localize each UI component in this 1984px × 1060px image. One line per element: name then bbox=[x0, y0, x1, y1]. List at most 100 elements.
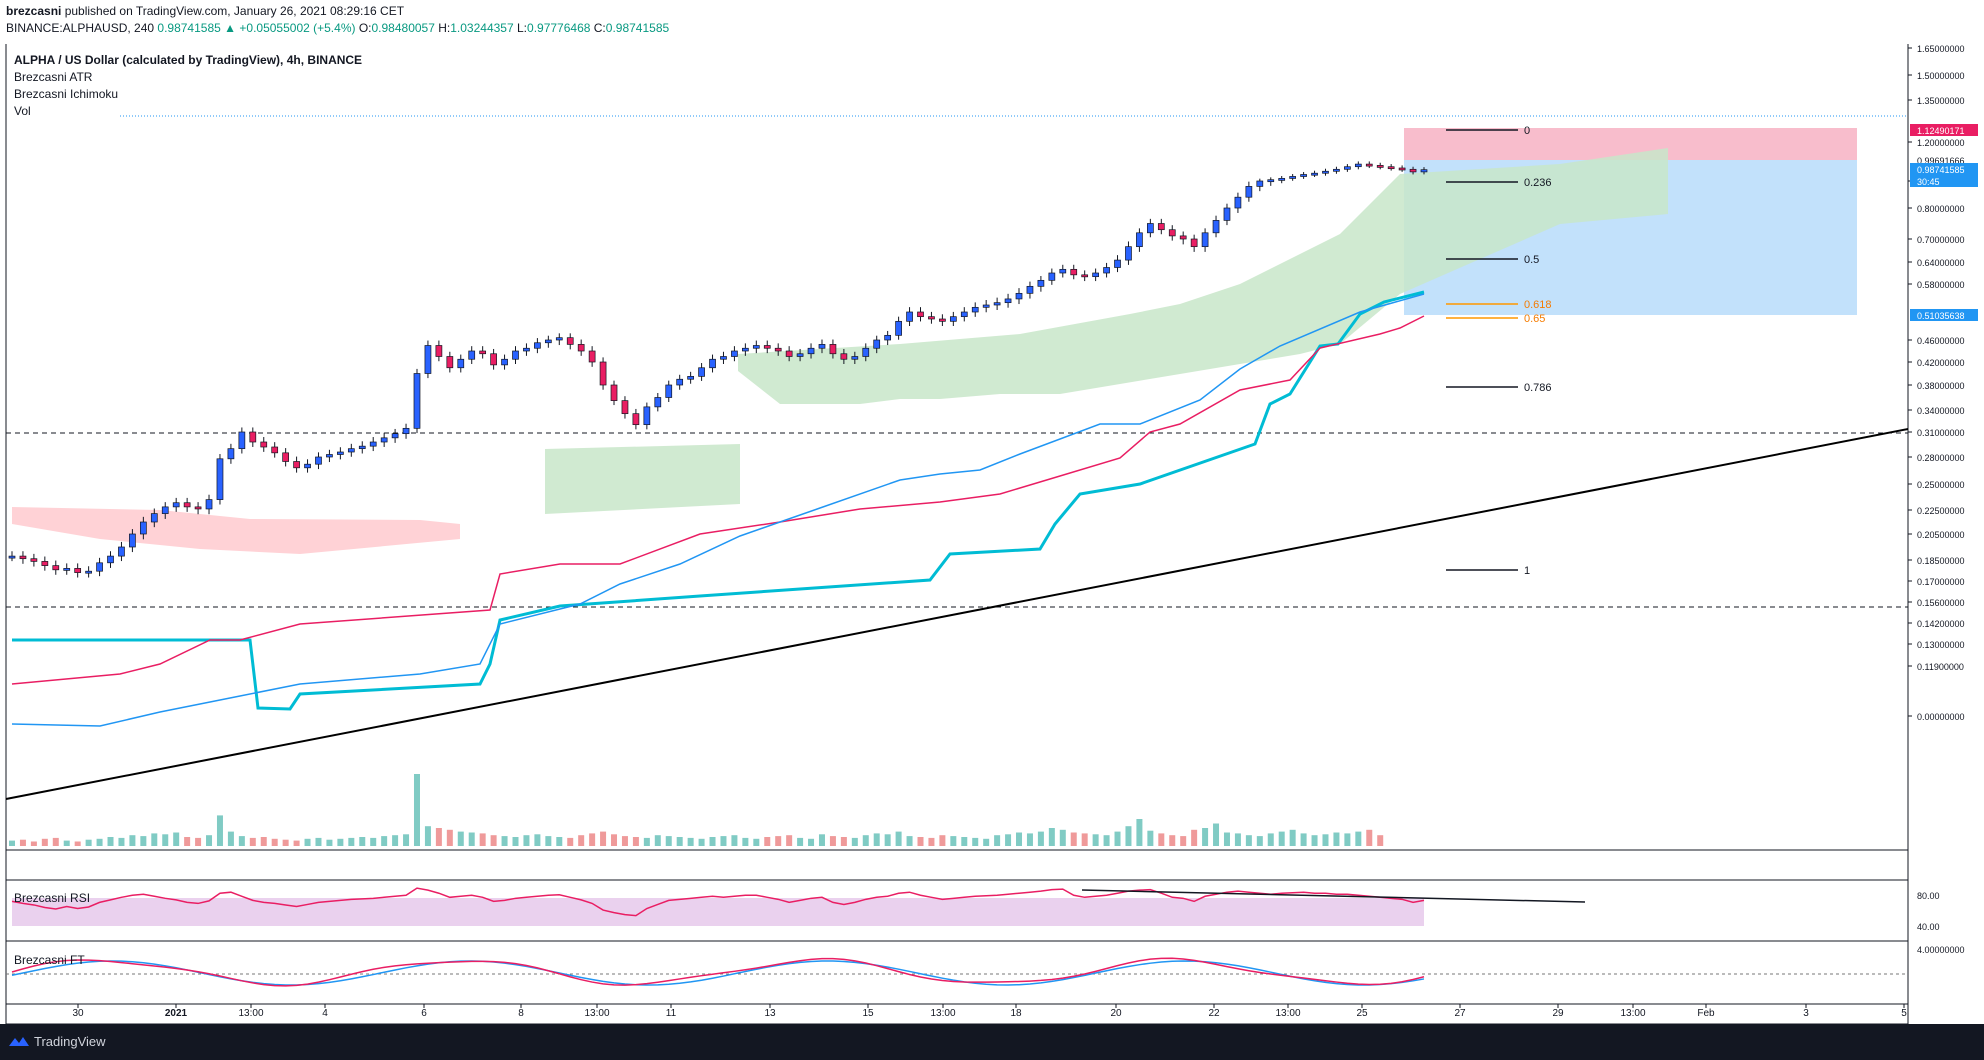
chart-legend: ALPHA / US Dollar (calculated by Trading… bbox=[14, 52, 362, 120]
volume-bar bbox=[1125, 826, 1132, 846]
volume-bar bbox=[370, 837, 377, 846]
volume-bar bbox=[1147, 830, 1154, 846]
volume-bar bbox=[337, 838, 344, 846]
y-tick-label: 0.18500000 bbox=[1917, 556, 1965, 566]
candle-body bbox=[457, 358, 465, 369]
x-tick-label: 13:00 bbox=[238, 1008, 263, 1019]
x-tick-label: 13:00 bbox=[584, 1008, 609, 1019]
volume-bar bbox=[873, 833, 880, 846]
volume-bar bbox=[479, 833, 486, 846]
volume-bar bbox=[720, 836, 727, 846]
price-label: 0.99691666 bbox=[1917, 156, 1965, 166]
background-layer bbox=[5, 44, 1909, 1024]
volume-bar bbox=[1267, 833, 1274, 846]
candle-body bbox=[501, 358, 508, 366]
volume-bar bbox=[1191, 829, 1198, 846]
volume-bar bbox=[118, 837, 125, 846]
high-label: H: bbox=[438, 21, 451, 35]
candle-body bbox=[632, 413, 640, 426]
volume-bar bbox=[1005, 834, 1012, 846]
y-tick-label: 0.20500000 bbox=[1917, 530, 1965, 540]
y-tick-label: 0.28000000 bbox=[1917, 453, 1965, 463]
candle-body bbox=[1278, 178, 1286, 181]
candle-body bbox=[840, 353, 848, 360]
volume-bar bbox=[468, 832, 475, 846]
candle-body bbox=[205, 499, 213, 510]
volume-bar bbox=[611, 834, 618, 846]
tradingview-logo-icon[interactable] bbox=[8, 1034, 30, 1048]
candle-body bbox=[512, 350, 519, 360]
volume-bar bbox=[140, 836, 147, 846]
candle-body bbox=[1354, 163, 1362, 168]
volume-bar bbox=[304, 838, 311, 846]
candle-body bbox=[873, 339, 881, 349]
candle-body bbox=[139, 521, 147, 535]
price-label-box bbox=[1910, 309, 1978, 321]
candle-body bbox=[63, 568, 71, 571]
footer-brand[interactable]: TradingView bbox=[34, 1034, 106, 1049]
candle-body bbox=[85, 570, 92, 574]
price-label-box bbox=[1910, 124, 1978, 136]
chart-header: brezcasni published on TradingView.com, … bbox=[0, 0, 1984, 44]
y-tick-label: 0.25000000 bbox=[1917, 480, 1965, 490]
legend-ichimoku[interactable]: Brezcasni Ichimoku bbox=[14, 87, 119, 101]
candle-body bbox=[380, 437, 388, 443]
candle-body bbox=[118, 546, 125, 557]
y-tick-label: 1.20000000 bbox=[1917, 138, 1965, 148]
open-label: O: bbox=[358, 21, 372, 35]
x-tick-label: 20 bbox=[1110, 1008, 1122, 1019]
volume-bar bbox=[600, 831, 607, 846]
price-label: 0.98741585 bbox=[1917, 165, 1965, 175]
fib-level-label: 0.5 bbox=[1524, 254, 1539, 266]
volume-bar bbox=[206, 835, 213, 846]
x-tick-label: Feb bbox=[1697, 1008, 1715, 1019]
candle-body bbox=[238, 431, 246, 450]
volume-bar bbox=[742, 837, 749, 846]
y-tick-label: 0.80000000 bbox=[1917, 204, 1965, 214]
candle-body bbox=[939, 318, 946, 322]
rsi-title[interactable]: Brezcasni RSI bbox=[14, 891, 91, 905]
candle-body bbox=[249, 431, 257, 443]
candle-body bbox=[1136, 232, 1143, 248]
candle-body bbox=[194, 506, 202, 510]
volume-bar bbox=[501, 836, 508, 846]
candle-body bbox=[1212, 220, 1220, 234]
volume-bar bbox=[413, 774, 420, 846]
publish-line: brezcasni published on TradingView.com, … bbox=[6, 4, 404, 18]
candle-body bbox=[1387, 166, 1395, 170]
candle-body bbox=[698, 367, 705, 377]
volume-bar bbox=[184, 837, 191, 846]
candle-body bbox=[774, 347, 782, 352]
candle-body bbox=[709, 358, 716, 369]
candle-body bbox=[544, 339, 552, 344]
volume-bar bbox=[260, 837, 267, 846]
volume-bar bbox=[238, 836, 245, 846]
candle-body bbox=[1234, 196, 1242, 209]
candle-body bbox=[1267, 179, 1275, 183]
legend-vol[interactable]: Vol bbox=[14, 104, 31, 118]
price-label: 0.51035638 bbox=[1917, 311, 1965, 321]
chart-canvas[interactable]: 0 0.236 0.5 0.618 0.65 0.786 1 1.65000000 1.500… bbox=[0, 44, 1984, 1024]
rsi-line bbox=[11, 887, 1425, 917]
ft-title[interactable]: Brezcasni FT bbox=[14, 953, 85, 967]
legend-atr[interactable]: Brezcasni ATR bbox=[14, 70, 93, 84]
candle-body bbox=[1168, 229, 1176, 237]
author-name[interactable]: brezcasni bbox=[6, 4, 62, 18]
volume-bar bbox=[1278, 831, 1285, 846]
fib-level-label: 0.618 bbox=[1524, 299, 1552, 311]
volume-bar bbox=[1344, 833, 1351, 846]
volume-bar bbox=[151, 833, 158, 846]
y-tick-label: 0.17000000 bbox=[1917, 577, 1965, 587]
volume-bar bbox=[403, 834, 410, 846]
volume-bar bbox=[709, 837, 716, 846]
volume-bar bbox=[1103, 835, 1110, 846]
x-tick-label: 15 bbox=[862, 1008, 874, 1019]
candle-body bbox=[906, 311, 913, 322]
volume-bar bbox=[1333, 832, 1340, 846]
volume-bar bbox=[1256, 836, 1263, 846]
candle-body bbox=[161, 506, 169, 514]
candle-body bbox=[884, 334, 892, 341]
volume-bar bbox=[227, 831, 234, 846]
candle-body bbox=[282, 452, 289, 462]
volume-bar bbox=[1300, 833, 1307, 846]
